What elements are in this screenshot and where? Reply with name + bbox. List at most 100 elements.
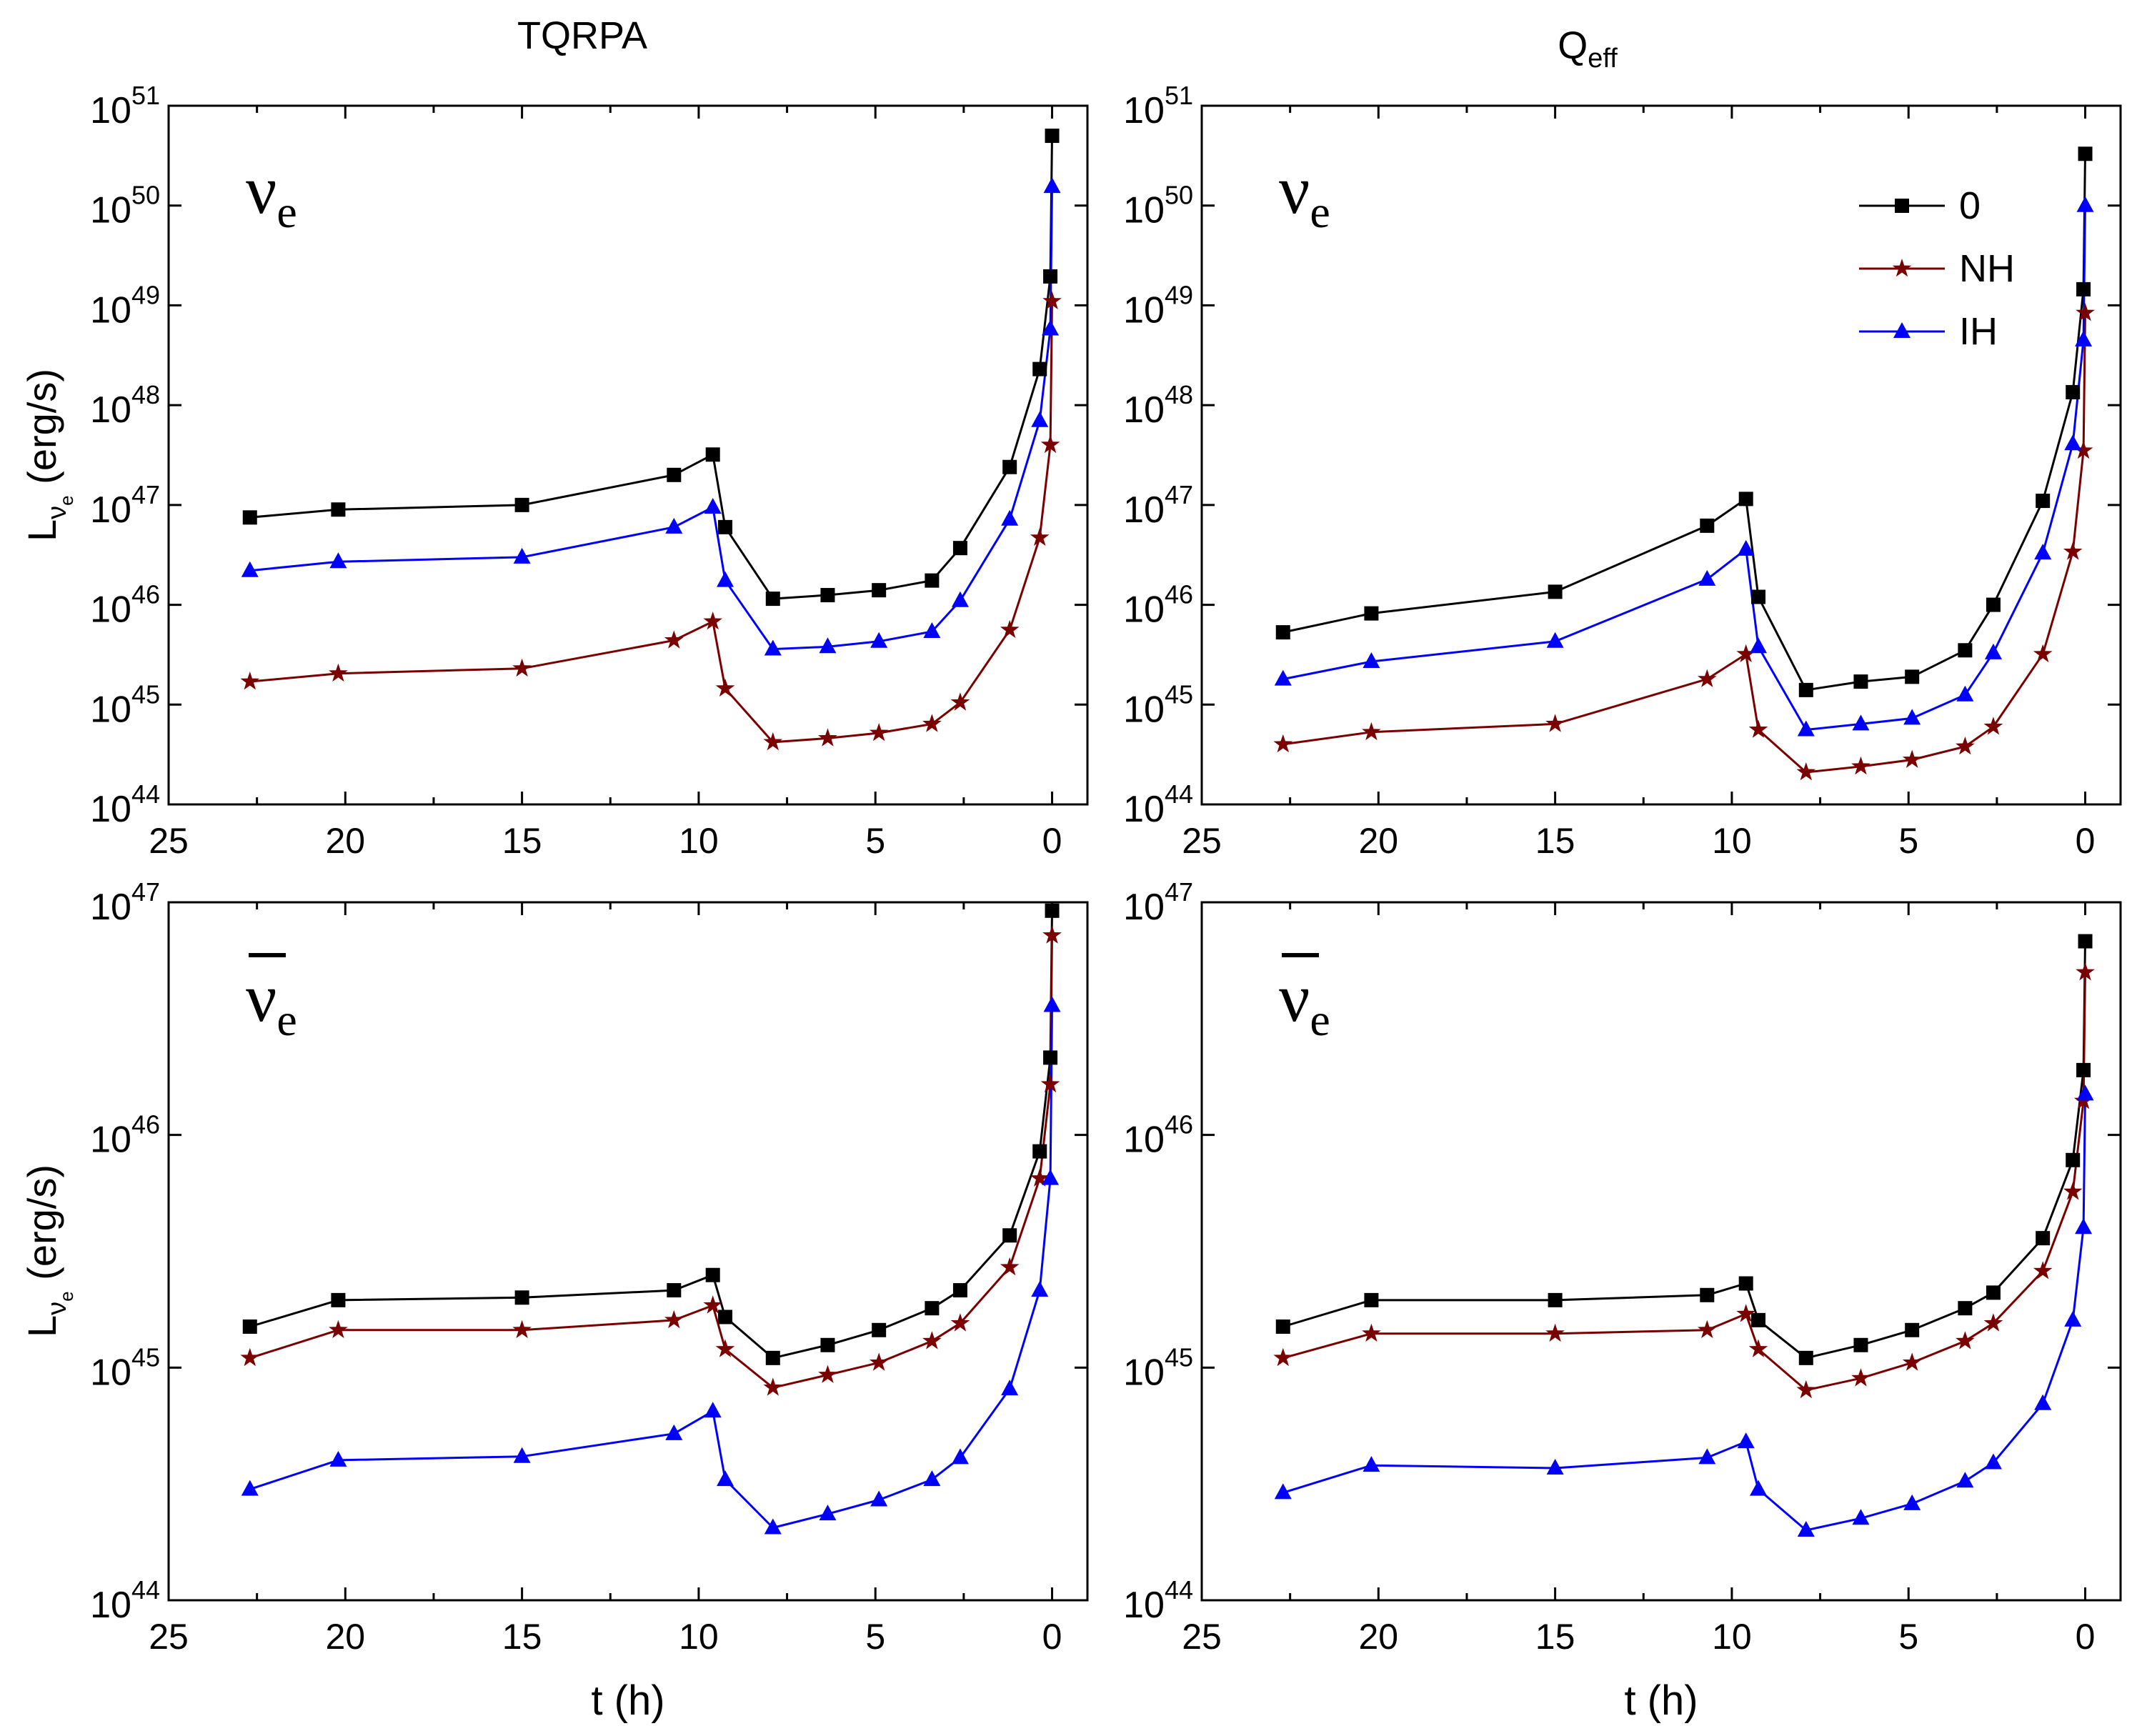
y-tick-exponent: 48 [1165, 380, 1193, 409]
marker-nh [664, 1310, 684, 1329]
marker-nh [1956, 1331, 1975, 1350]
legend-marker-ih [1893, 322, 1911, 338]
marker-ih [1797, 720, 1815, 737]
y-tick-base: 10 [1123, 90, 1165, 131]
y-tick-exponent: 51 [131, 81, 160, 110]
y-tick-base: 10 [90, 190, 131, 231]
axes-frame [167, 104, 1089, 806]
y-tick-label: 1045 [90, 1342, 160, 1393]
y-tick-label: 1044 [1123, 1575, 1193, 1626]
y-tick-exponent: 50 [131, 181, 160, 210]
marker-0 [514, 1290, 529, 1305]
x-tick-label: 25 [149, 1617, 189, 1657]
y-tick-label: 1046 [90, 580, 160, 631]
marker-nh [818, 728, 837, 747]
marker-0 [1751, 1312, 1766, 1327]
y-tick-base: 10 [1123, 689, 1165, 730]
x-tick-label: 15 [1535, 821, 1575, 861]
marker-0 [1986, 1285, 2001, 1300]
y-tick-label: 1048 [90, 380, 160, 431]
marker-0 [705, 1267, 720, 1282]
marker-ih [665, 1424, 683, 1440]
marker-nh [2033, 1261, 2053, 1279]
marker-ih [1274, 669, 1292, 686]
x-tick-label: 0 [2076, 1617, 2096, 1657]
x-tick-label: 5 [865, 821, 885, 861]
marker-0 [1738, 492, 1753, 507]
panel-label-sub: e [1310, 994, 1330, 1045]
marker-ih [1750, 1480, 1768, 1496]
marker-ih [1984, 643, 2002, 659]
marker-0 [872, 583, 887, 598]
marker-ih [1363, 652, 1380, 669]
marker-0 [2076, 281, 2091, 296]
column-title-text: TQRPA [517, 14, 647, 57]
y-tick-base: 10 [90, 90, 131, 131]
y-tick-exponent: 47 [131, 877, 160, 907]
y-tick-label: 1046 [1123, 580, 1193, 631]
x-tick-label: 5 [1898, 821, 1918, 861]
y-tick-base: 10 [1123, 887, 1165, 928]
axes-frame [1200, 901, 2122, 1602]
marker-nh [2073, 440, 2093, 459]
marker-ih [1852, 1509, 1870, 1525]
x-tick-label: 25 [1182, 821, 1222, 861]
marker-nh [763, 1377, 783, 1396]
x-tick-label: 5 [865, 1617, 885, 1657]
marker-ih [1797, 1520, 1815, 1537]
marker-ih [951, 1448, 969, 1465]
column-title-base: Q [1558, 24, 1588, 67]
y-tick-label: 1044 [90, 779, 160, 830]
marker-0 [718, 519, 733, 534]
y-tick-base: 10 [90, 1585, 131, 1626]
x-tick-label: 15 [1535, 1617, 1575, 1657]
marker-ih [1043, 177, 1061, 194]
y-tick-exponent: 47 [1165, 877, 1193, 907]
marker-nh [950, 692, 970, 711]
y-tick-label: 1049 [90, 280, 160, 331]
x-tick-label: 10 [679, 1617, 719, 1657]
y-tick-label: 1051 [90, 81, 160, 131]
series-line-nh [1282, 971, 2086, 1392]
marker-nh [1956, 737, 1975, 755]
marker-nh [1042, 291, 1062, 309]
legend-marker-0 [1895, 199, 1909, 213]
marker-0 [2076, 1062, 2091, 1077]
marker-nh [1983, 1313, 2003, 1332]
x-tick-label: 0 [1042, 821, 1062, 861]
marker-0 [667, 1283, 682, 1298]
marker-0 [1043, 269, 1058, 284]
x-axis-label: t (h) [1624, 1677, 1698, 1724]
panel-label: νe [246, 151, 297, 237]
x-tick-label: 10 [1712, 821, 1752, 861]
marker-nh [329, 1320, 348, 1339]
series-line-0 [249, 909, 1053, 1360]
y-tick-label: 1046 [90, 1110, 160, 1161]
marker-nh [922, 714, 942, 732]
y-tick-label: 1047 [90, 877, 160, 928]
marker-ih [717, 1470, 734, 1487]
marker-ih [2076, 196, 2094, 212]
y-tick-label: 1047 [90, 480, 160, 531]
marker-0 [1032, 1144, 1047, 1159]
x-tick-label: 20 [325, 821, 365, 861]
marker-ih [665, 517, 683, 534]
marker-nh [664, 630, 684, 649]
y-tick-base: 10 [1123, 190, 1165, 231]
marker-0 [820, 588, 835, 603]
marker-0 [1798, 1350, 1813, 1365]
marker-0 [1548, 584, 1563, 599]
marker-0 [925, 1301, 940, 1316]
marker-ih [1031, 1281, 1049, 1297]
y-axis-label-sub: ν [42, 1302, 72, 1315]
x-axis-label: t (h) [591, 1677, 664, 1724]
marker-ih [2034, 544, 2052, 560]
marker-ih [1956, 1472, 1974, 1488]
series-line-0 [1282, 940, 2086, 1360]
panel-label-sub: e [1310, 186, 1330, 237]
marker-ih [717, 571, 734, 587]
marker-nh [1040, 1074, 1060, 1093]
y-tick-exponent: 46 [1165, 580, 1193, 609]
y-tick-base: 10 [1123, 789, 1165, 830]
